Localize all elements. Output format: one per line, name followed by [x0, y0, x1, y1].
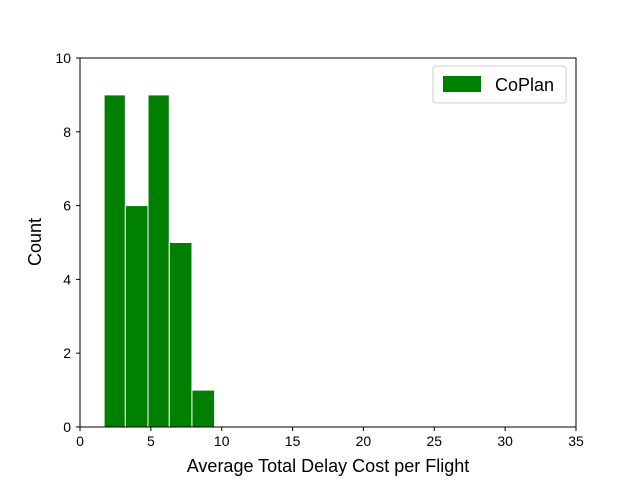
- x-tick-label: 15: [285, 433, 301, 449]
- legend: CoPlan: [432, 65, 567, 104]
- legend-box: [432, 65, 567, 104]
- y-axis-label: Count: [25, 218, 45, 266]
- x-tick-label: 20: [356, 433, 372, 449]
- y-tick-label: 10: [55, 50, 71, 66]
- x-axis-label: Average Total Delay Cost per Flight: [187, 456, 469, 476]
- y-tick-label: 4: [63, 271, 71, 287]
- histogram-bar-4: [168, 242, 193, 428]
- y-tick-label: 0: [63, 419, 71, 435]
- plot-frame: [79, 57, 577, 428]
- histogram-bar-3: [147, 94, 170, 428]
- histogram-bar-1: [103, 94, 126, 428]
- x-tick-label: 5: [147, 433, 155, 449]
- x-axis-ticks: 0 5 10 15 20 25 30 35: [76, 427, 584, 449]
- y-axis-ticks: 0 2 4 6 8 10: [55, 50, 80, 435]
- x-tick-label: 35: [568, 433, 584, 449]
- x-tick-label: 25: [426, 433, 442, 449]
- y-tick-label: 8: [63, 124, 71, 140]
- x-tick-label: 30: [497, 433, 513, 449]
- x-tick-label: 0: [76, 433, 84, 449]
- legend-swatch: [443, 76, 481, 92]
- y-tick-label: 2: [63, 345, 71, 361]
- histogram-bar-5: [191, 389, 216, 428]
- x-tick-label: 10: [214, 433, 230, 449]
- bars-group: [103, 94, 216, 428]
- y-tick-label: 6: [63, 198, 71, 214]
- legend-label: CoPlan: [495, 75, 554, 95]
- histogram-bar-2: [124, 205, 149, 428]
